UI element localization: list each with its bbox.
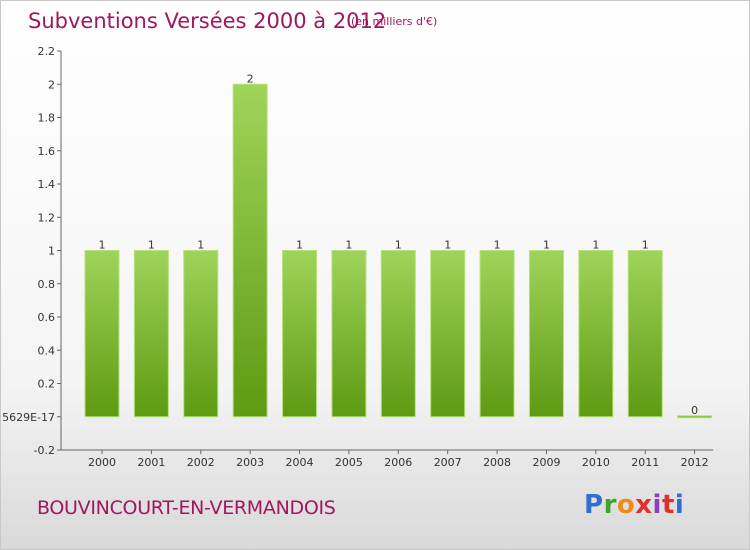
bar-2011 [628,251,662,417]
x-tick-label: 2012 [681,456,709,469]
chart-frame: Subventions Versées 2000 à 2012 (en mill… [0,0,750,550]
y-tick-label: 0.2 [38,378,56,391]
value-label: 1 [444,239,451,252]
proxiti-logo: Proxiti [584,490,684,520]
value-label: 1 [395,239,402,252]
bar-2002 [184,251,218,417]
logo-letter: r [604,490,617,520]
x-tick-label: 2005 [335,456,363,469]
x-tick-label: 2003 [236,456,264,469]
x-tick-label: 2001 [137,456,165,469]
value-label: 1 [148,239,155,252]
logo-letter: i [653,490,662,520]
bar-2005 [332,251,366,417]
y-tick-label: -0.2 [34,444,55,457]
y-tick-label: 1.2 [38,211,56,224]
bar-2008 [480,251,514,417]
logo-letter: t [662,490,675,520]
value-label: 1 [345,239,352,252]
bar-2007 [431,251,465,417]
commune-name: BOUVINCOURT-EN-VERMANDOIS [37,497,336,519]
value-label: 1 [543,239,550,252]
value-label: 1 [296,239,303,252]
y-tick-label: 0.6 [38,311,56,324]
value-label: 1 [592,239,599,252]
y-tick-label: 1.8 [38,112,56,125]
logo-letter: o [617,490,635,520]
bar-2004 [283,251,317,417]
logo-letter: x [635,490,652,520]
x-tick-label: 2011 [631,456,659,469]
bar-2003 [233,84,267,417]
bar-chart: -0.2 -1.5629E-17 0.2 0.4 0.6 0.8 1 1.2 1.4 1.6 1.8… [1,1,749,549]
value-label: 1 [197,239,204,252]
value-label: 1 [642,239,649,252]
x-tick-label: 2002 [187,456,215,469]
y-tick-label: 1.6 [38,145,56,158]
bar-2009 [529,251,563,417]
value-label: 1 [494,239,501,252]
x-tick-label: 2000 [88,456,116,469]
x-tick-label: 2006 [384,456,412,469]
x-tick-label: 2010 [582,456,610,469]
x-tick-label: 2009 [532,456,560,469]
value-label: 1 [99,239,106,252]
y-tick-label: 2.2 [38,45,56,58]
bar-2006 [381,251,415,417]
logo-letter: i [675,490,684,520]
x-tick-label: 2008 [483,456,511,469]
y-tick-label: 0.4 [38,344,56,357]
x-tick-label: 2004 [286,456,314,469]
x-tick-label: 2007 [434,456,462,469]
y-tick-label: -1.5629E-17 [1,411,55,424]
bar-2001 [134,251,168,417]
y-tick-label: 2 [48,78,55,91]
y-tick-label: 1.4 [38,178,56,191]
value-label: 0 [691,404,698,417]
logo-letter: P [584,490,604,520]
y-tick-label: 1 [48,245,55,258]
bar-2000 [85,251,119,417]
bar-2010 [579,251,613,417]
y-tick-label: 0.8 [38,278,56,291]
value-label: 2 [247,72,254,85]
